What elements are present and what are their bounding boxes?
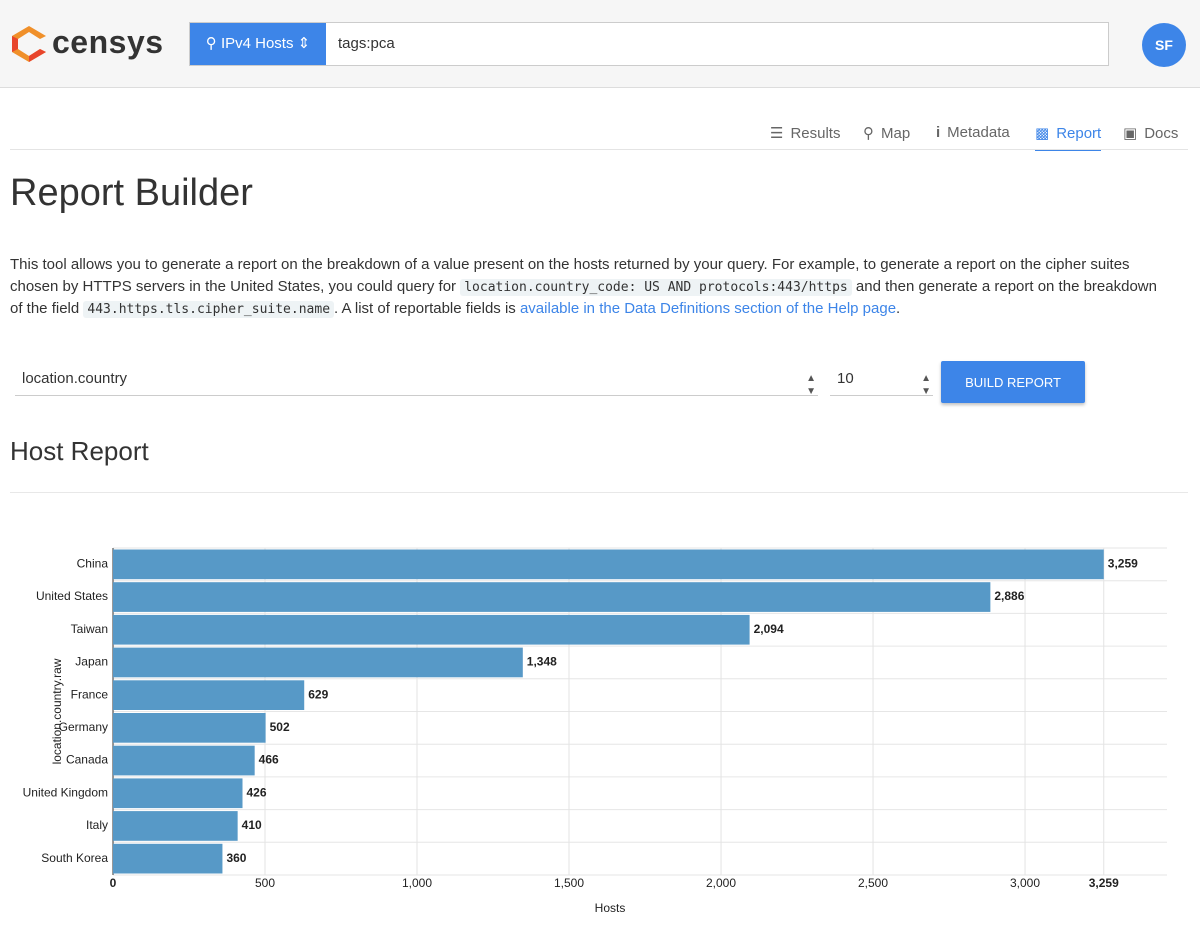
bar	[113, 549, 1104, 580]
header: censys ⚲ IPv4 Hosts ⇕ tags:pca SF	[0, 0, 1200, 88]
x-tick-label: 1,000	[402, 876, 432, 890]
code: location.country_code: US AND protocols:…	[460, 278, 852, 296]
nav-docs[interactable]: ▣ Docs	[1123, 124, 1179, 143]
x-tick-label: 2,500	[858, 876, 888, 890]
nav-label: Docs	[1144, 124, 1179, 142]
search-bar: ⚲ IPv4 Hosts ⇕ tags:pca	[189, 22, 1109, 66]
x-tick-label: 0	[110, 876, 117, 890]
y-tick-label: France	[71, 687, 109, 701]
y-tick-label: Italy	[86, 818, 108, 832]
bar	[113, 778, 243, 809]
divider	[10, 149, 1188, 150]
text: .	[896, 300, 901, 317]
logo[interactable]: censys	[52, 24, 164, 60]
nav-label: Results	[790, 124, 841, 142]
search-input[interactable]: tags:pca	[338, 35, 395, 52]
bar	[113, 713, 266, 743]
help-link[interactable]: available in the Data Definitions sectio…	[519, 300, 897, 317]
value-label: 3,259	[1108, 557, 1138, 571]
x-tick-label: 1,500	[554, 876, 584, 890]
value-label: 360	[226, 851, 246, 865]
value-label: 629	[308, 687, 328, 701]
x-axis-title: Hosts	[595, 901, 626, 915]
search-type-label: IPv4 Hosts	[220, 35, 294, 52]
bar	[113, 680, 305, 710]
count-select[interactable]: 10 ▲ ▼	[830, 366, 933, 397]
count-value: 10	[837, 370, 854, 387]
bar	[113, 647, 523, 678]
divider	[10, 492, 1188, 493]
y-tick-label: United Kingdom	[23, 785, 108, 799]
bar	[113, 745, 255, 776]
nav-map[interactable]: ⚲ Map	[863, 124, 911, 143]
logo-icon	[12, 26, 46, 62]
y-tick-label: United States	[36, 589, 108, 603]
y-axis-title: location.country.raw	[50, 658, 64, 764]
bar	[113, 811, 238, 841]
nav-results[interactable]: ☰ Results	[770, 124, 841, 143]
avatar[interactable]: SF	[1142, 23, 1186, 67]
y-tick-label: Germany	[59, 720, 108, 734]
bar	[113, 843, 223, 874]
value-label: 426	[247, 785, 267, 799]
x-tick-label: 2,000	[706, 876, 736, 890]
nav-label: Map	[881, 124, 911, 142]
nav-label: Report	[1056, 124, 1102, 142]
value-label: 502	[270, 720, 290, 734]
description: This tool allows you to generate a repor…	[10, 254, 1170, 321]
value-label: 2,094	[754, 622, 784, 636]
build-report-button[interactable]: BUILD REPORT	[941, 361, 1085, 403]
y-tick-label: Canada	[66, 753, 108, 767]
value-label: 466	[259, 753, 279, 767]
y-tick-label: South Korea	[41, 851, 108, 865]
field-select[interactable]: location.country ▲ ▼	[15, 366, 818, 397]
nav-report[interactable]: ▩ Report	[1035, 124, 1102, 151]
bar	[113, 582, 991, 612]
field-value: location.country	[22, 370, 128, 387]
x-tick-label: 500	[255, 876, 275, 890]
text: and then generate a report on the breakd…	[10, 277, 1157, 318]
x-tick-label: 3,000	[1010, 876, 1040, 890]
y-tick-label: China	[77, 557, 109, 571]
bar	[113, 614, 750, 645]
nav-metadata[interactable]: i Metadata	[936, 124, 1010, 141]
value-label: 2,886	[994, 589, 1024, 603]
nav-label: Metadata	[947, 124, 1010, 141]
value-label: 410	[242, 818, 262, 832]
report-heading: Host Report	[10, 436, 149, 466]
chart: 0 500 1,000 1,500 2,000 2,500 3,000 3,259 China 3…	[23, 547, 1167, 915]
code: 443.https.tls.cipher_suite.name	[83, 301, 335, 318]
text: . A list of reportable fields is	[334, 300, 520, 317]
y-tick-label: Japan	[75, 655, 108, 669]
y-tick-label: Taiwan	[71, 622, 108, 636]
value-label: 1,348	[527, 655, 557, 669]
search-type[interactable]: ⚲ IPv4 Hosts ⇕	[190, 23, 326, 65]
page-title: Report Builder	[10, 172, 253, 214]
x-tick-label: 3,259	[1089, 876, 1119, 890]
text: This tool allows you to generate a repor…	[10, 256, 1130, 295]
